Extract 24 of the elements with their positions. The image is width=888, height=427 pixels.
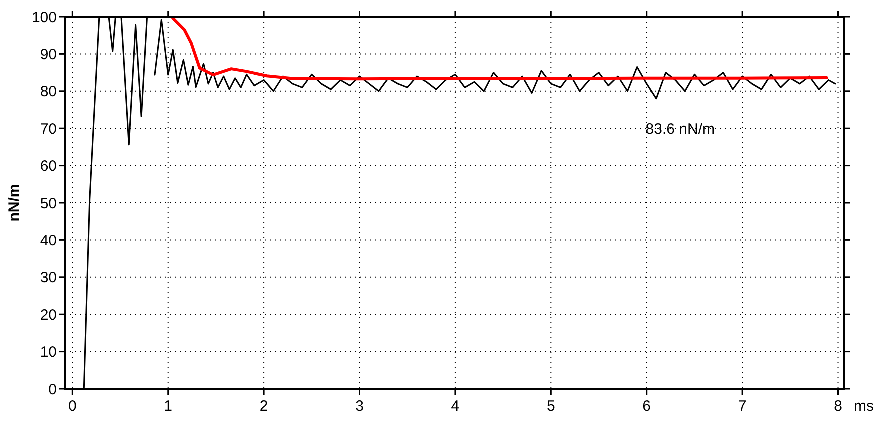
annotation: 83.6 nN/m bbox=[646, 120, 716, 138]
y-tick-label: 60 bbox=[40, 158, 57, 176]
x-tick-label: 3 bbox=[356, 398, 364, 415]
x-tick-label: 5 bbox=[546, 398, 556, 415]
line-series bbox=[172, 17, 828, 81]
y-tick-label: 80 bbox=[40, 84, 57, 101]
x-axis-title: ms bbox=[854, 398, 874, 415]
y-tick-label: 40 bbox=[40, 232, 57, 250]
x-tick-label: 1 bbox=[164, 398, 173, 415]
x-tick-label: 7 bbox=[738, 398, 747, 415]
y-tick-label: 10 bbox=[40, 344, 57, 362]
x-tick-label: 6 bbox=[642, 398, 652, 415]
x-tick-label: 8 bbox=[834, 398, 842, 415]
x-tick-label: 2 bbox=[260, 398, 268, 415]
y-tick-label: 100 bbox=[32, 9, 57, 26]
y-tick-label: 70 bbox=[40, 120, 57, 138]
y-tick-label: 90 bbox=[40, 46, 57, 64]
y-tick-label: 50 bbox=[40, 195, 57, 212]
x-tick-label: 0 bbox=[68, 398, 77, 415]
y-axis-title: nN/m bbox=[6, 184, 23, 222]
y-tick-label: 0 bbox=[48, 381, 57, 398]
y-tick-label: 20 bbox=[40, 306, 57, 324]
y-tick-label: 30 bbox=[40, 270, 57, 287]
x-tick-label: 4 bbox=[451, 398, 460, 415]
